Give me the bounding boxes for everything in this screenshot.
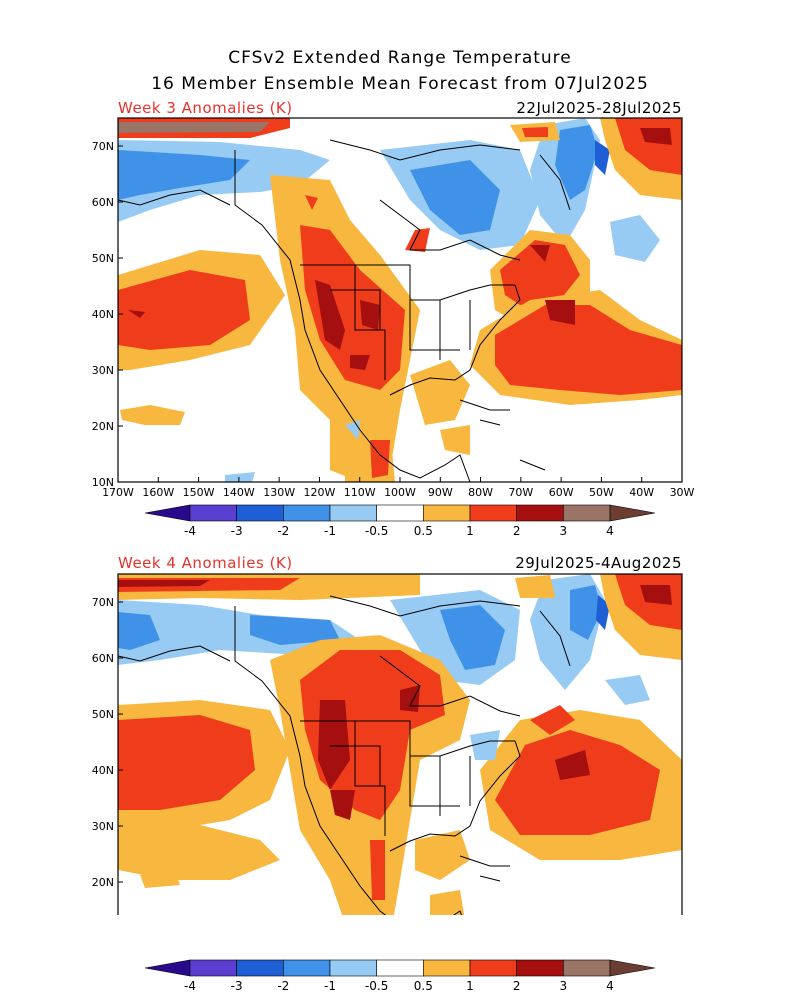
week3-lon-label: 80W xyxy=(468,486,493,499)
week4-colorbar-arrow-left xyxy=(144,959,191,977)
week3-lon-label: 120W xyxy=(303,486,335,499)
week3-colorbar-label: -4 xyxy=(184,524,196,538)
week3-colorbar-label: -0.5 xyxy=(365,524,388,538)
week3-colorbar-arrow-right xyxy=(609,504,656,522)
week3-lat-label: 50N xyxy=(92,252,114,265)
week4-colorbar-label: -0.5 xyxy=(365,979,388,993)
week3-lat-label: 70N xyxy=(92,140,114,153)
week4-colorbar-label: 0.5 xyxy=(414,979,433,993)
week4-colorbar-swatch xyxy=(329,959,377,977)
week4-anomaly-map: 70N60N50N40N30N20N10N170W160W150W140W130… xyxy=(92,573,683,915)
week3-lat-label: 60N xyxy=(92,196,114,209)
week3-colorbar-label: -2 xyxy=(277,524,289,538)
title-line-1: CFSv2 Extended Range Temperature xyxy=(228,48,572,68)
week3-lon-label: 70W xyxy=(508,486,533,499)
week3-lon-label: 130W xyxy=(263,486,295,499)
week4-lat-label: 20N xyxy=(92,876,114,889)
week3-lat-label: 40N xyxy=(92,308,114,321)
week3-lat-label: 30N xyxy=(92,364,114,377)
week4-colorbar-swatch xyxy=(189,959,237,977)
week3-lon-label: 40W xyxy=(629,486,654,499)
week3-date-range: 22Jul2025-28Jul2025 xyxy=(516,99,682,117)
week3-lon-label: 60W xyxy=(549,486,574,499)
week3-lat-label: 10N xyxy=(92,476,114,489)
week3-lon-label: 90W xyxy=(428,486,453,499)
week3-lon-label: 50W xyxy=(589,486,614,499)
week3-lon-label: 140W xyxy=(223,486,255,499)
week3-colorbar-label: -3 xyxy=(231,524,243,538)
week4-colorbar-label: -2 xyxy=(277,979,289,993)
week4-colorbar-label: 2 xyxy=(513,979,521,993)
title-line-2: 16 Member Ensemble Mean Forecast from 07… xyxy=(151,74,649,94)
week4-anomaly-fills xyxy=(118,574,682,915)
week4-date-range: 29Jul2025-4Aug2025 xyxy=(515,554,682,572)
week3-colorbar-label: 1 xyxy=(466,524,474,538)
week4-colorbar-swatch xyxy=(469,959,517,977)
week3-panel-label: Week 3 Anomalies (K) xyxy=(118,99,293,117)
week3-colorbar: -4 -3 -2 -1 -0.5 0.5 1 2 3 4 xyxy=(144,504,656,538)
week4-colorbar-swatch xyxy=(236,959,284,977)
week4-colorbar-label: 4 xyxy=(606,979,614,993)
week4-colorbar: -4 -3 -2 -1 -0.5 0.5 1 2 3 4 xyxy=(144,959,656,993)
week4-coastlines xyxy=(118,595,571,915)
week3-colorbar-label: 3 xyxy=(560,524,568,538)
week4-colorbar-swatch xyxy=(283,959,331,977)
week3-colorbar-label: 0.5 xyxy=(414,524,433,538)
week3-colorbar-label: -1 xyxy=(324,524,336,538)
week4-lat-label: 70N xyxy=(92,596,114,609)
week4-colorbar-label: 1 xyxy=(466,979,474,993)
week4-lat-label: 50N xyxy=(92,708,114,721)
week4-lat-label: 60N xyxy=(92,652,114,665)
week4-colorbar-label: -4 xyxy=(184,979,196,993)
week3-coastlines xyxy=(118,139,571,482)
week4-colorbar-label: -3 xyxy=(231,979,243,993)
week4-colorbar-swatch xyxy=(376,959,424,977)
week3-colorbar-label: 4 xyxy=(606,524,614,538)
week3-anomaly-fills xyxy=(118,118,682,482)
week3-lon-label: 110W xyxy=(344,486,376,499)
week3-lon-label: 150W xyxy=(183,486,215,499)
week4-colorbar-swatch xyxy=(516,959,564,977)
week3-lon-label: 30W xyxy=(670,486,695,499)
week3-lon-label: 170W xyxy=(102,486,134,499)
week4-map-frame xyxy=(117,573,683,915)
week3-colorbar-label: 2 xyxy=(513,524,521,538)
week3-lon-label: 160W xyxy=(142,486,174,499)
week4-lat-label: 30N xyxy=(92,820,114,833)
week4-panel-label: Week 4 Anomalies (K) xyxy=(118,554,293,572)
week4-colorbar-label: -1 xyxy=(324,979,336,993)
week4-lat-label: 40N xyxy=(92,764,114,777)
week3-lat-label: 20N xyxy=(92,420,114,433)
week3-lon-label: 100W xyxy=(384,486,416,499)
week4-colorbar-label: 3 xyxy=(560,979,568,993)
week4-colorbar-swatch xyxy=(423,959,471,977)
week4-colorbar-arrow-right xyxy=(609,959,656,977)
week4-colorbar-swatch xyxy=(563,959,611,977)
